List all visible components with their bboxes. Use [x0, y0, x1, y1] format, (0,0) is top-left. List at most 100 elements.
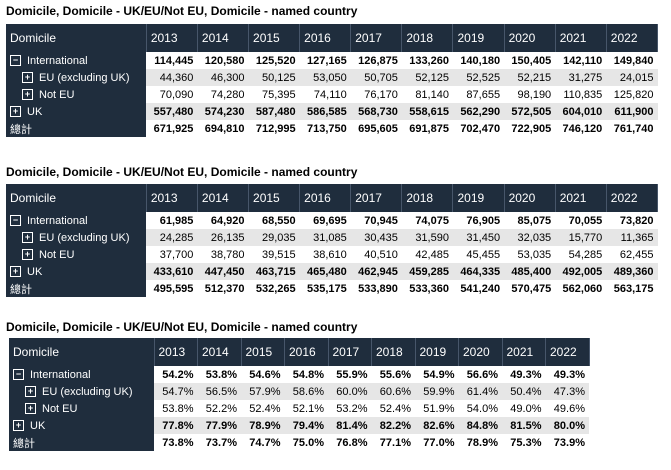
- value-cell: 558,615: [401, 103, 453, 120]
- year-header[interactable]: 2022: [606, 24, 659, 52]
- year-header[interactable]: 2018: [401, 24, 454, 52]
- value-cell: 40,510: [364, 248, 398, 261]
- value-cell: 61,985: [159, 214, 194, 227]
- value-cell: 44,360: [146, 69, 198, 86]
- value-cell: 78.9%: [466, 436, 498, 449]
- expand-icon[interactable]: +: [10, 266, 21, 278]
- year-header[interactable]: 2019: [415, 338, 459, 366]
- year-header[interactable]: 2015: [248, 24, 301, 52]
- year-header[interactable]: 2013: [146, 184, 198, 212]
- value-cell: 59.9%: [415, 383, 459, 400]
- table-row: + Not EU 37,700 38,780 39,515 38,610 40,510 42,…: [6, 246, 658, 263]
- value-cell: 64,920: [210, 214, 245, 227]
- value-cell: 55.9%: [336, 368, 368, 381]
- year-header[interactable]: 2017: [328, 338, 372, 366]
- value-cell: 671,925: [153, 122, 194, 135]
- year-header[interactable]: 2014: [197, 184, 250, 212]
- value-cell: 54.0%: [466, 402, 498, 415]
- value-cell: 611,900: [606, 103, 658, 120]
- table-row: − International 114,445 120,580 125,520 127,1…: [6, 52, 658, 69]
- year-header[interactable]: 2020: [504, 184, 556, 212]
- row-label: EU (excluding UK): [39, 71, 130, 84]
- value-cell: 53.8%: [205, 368, 237, 381]
- pivot-table-2: Domicile 2013 2014 2015 2016 2017 2018 2019 2020…: [6, 184, 659, 297]
- value-cell: 70,090: [159, 88, 194, 101]
- value-cell: 31,590: [401, 229, 453, 246]
- value-cell: 50.4%: [502, 383, 546, 400]
- value-cell: 563,175: [613, 282, 654, 295]
- domicile-header[interactable]: Domicile: [9, 338, 155, 366]
- year-header[interactable]: 2018: [401, 184, 454, 212]
- value-cell: 73.9%: [553, 436, 585, 449]
- table-row: + EU (excluding UK) 54.7% 56.5% 57.9% 58.6% 60…: [9, 383, 589, 400]
- domicile-header[interactable]: Domicile: [6, 24, 147, 52]
- year-header[interactable]: 2015: [241, 338, 285, 366]
- year-header[interactable]: 2016: [284, 338, 329, 366]
- value-cell: 37,700: [159, 248, 194, 261]
- value-cell: 75.0%: [292, 436, 324, 449]
- table-row: + EU (excluding UK) 44,360 46,300 50,125 53,0…: [6, 69, 658, 86]
- domicile-header[interactable]: Domicile: [6, 184, 147, 212]
- row-header: + UK: [9, 417, 154, 434]
- row-header: − International: [6, 212, 147, 229]
- value-cell: 133,260: [409, 54, 449, 67]
- value-cell: 15,770: [555, 229, 607, 246]
- expand-icon[interactable]: +: [13, 420, 24, 432]
- year-header[interactable]: 2018: [371, 338, 416, 366]
- year-header[interactable]: 2016: [299, 184, 352, 212]
- year-header[interactable]: 2019: [452, 184, 505, 212]
- collapse-icon[interactable]: −: [10, 215, 21, 227]
- year-header[interactable]: 2013: [146, 24, 198, 52]
- value-cell: 58.6%: [284, 383, 328, 400]
- expand-icon[interactable]: +: [22, 232, 33, 244]
- year-header[interactable]: 2021: [555, 184, 607, 212]
- collapse-icon[interactable]: −: [13, 369, 24, 381]
- year-header[interactable]: 2014: [197, 24, 250, 52]
- year-header[interactable]: 2021: [555, 24, 607, 52]
- value-cell: 70,945: [364, 214, 398, 227]
- expand-icon[interactable]: +: [22, 89, 33, 101]
- value-cell: 74,110: [313, 88, 347, 101]
- row-label: EU (excluding UK): [39, 231, 130, 244]
- value-cell: 746,120: [562, 122, 603, 135]
- value-cell: 53.2%: [336, 402, 368, 415]
- value-cell: 694,810: [204, 122, 245, 135]
- value-cell: 81.5%: [502, 417, 546, 434]
- year-header[interactable]: 2016: [299, 24, 352, 52]
- year-header[interactable]: 2020: [458, 338, 503, 366]
- year-header[interactable]: 2017: [350, 24, 403, 52]
- expand-icon[interactable]: +: [25, 386, 36, 398]
- value-cell: 77.8%: [154, 417, 198, 434]
- expand-icon[interactable]: +: [25, 403, 36, 415]
- value-cell: 761,740: [613, 122, 654, 135]
- expand-icon[interactable]: +: [22, 249, 33, 261]
- value-cell: 76,170: [364, 88, 398, 101]
- value-cell: 70,055: [568, 214, 603, 227]
- year-header[interactable]: 2022: [606, 184, 659, 212]
- value-cell: 149,840: [613, 54, 654, 67]
- value-cell: 570,475: [511, 282, 552, 295]
- expand-icon[interactable]: +: [10, 106, 21, 118]
- value-cell: 62,455: [619, 248, 654, 261]
- table-row: + EU (excluding UK) 24,285 26,135 29,035 31,0…: [6, 229, 658, 246]
- year-header[interactable]: 2020: [504, 24, 556, 52]
- value-cell: 126,875: [358, 54, 398, 67]
- expand-icon[interactable]: +: [22, 72, 33, 84]
- value-cell: 98,190: [517, 88, 552, 101]
- year-header[interactable]: 2019: [452, 24, 505, 52]
- row-label: 總計: [10, 283, 32, 296]
- table-3-title: Domicile, Domicile - UK/EU/Not EU, Domic…: [6, 320, 358, 334]
- value-cell: 45,455: [466, 248, 501, 261]
- year-header[interactable]: 2015: [248, 184, 301, 212]
- pivot-table-3: Domicile 2013 2014 2015 2016 2017 2018 2019 2020…: [9, 338, 590, 451]
- value-cell: 50,705: [350, 69, 402, 86]
- year-header[interactable]: 2021: [502, 338, 546, 366]
- year-header[interactable]: 2014: [197, 338, 242, 366]
- value-cell: 60.0%: [328, 383, 372, 400]
- year-header[interactable]: 2013: [154, 338, 198, 366]
- collapse-icon[interactable]: −: [10, 55, 21, 67]
- year-header[interactable]: 2017: [350, 184, 403, 212]
- value-cell: 50,125: [248, 69, 300, 86]
- row-header: − International: [9, 366, 154, 383]
- year-header[interactable]: 2022: [545, 338, 590, 366]
